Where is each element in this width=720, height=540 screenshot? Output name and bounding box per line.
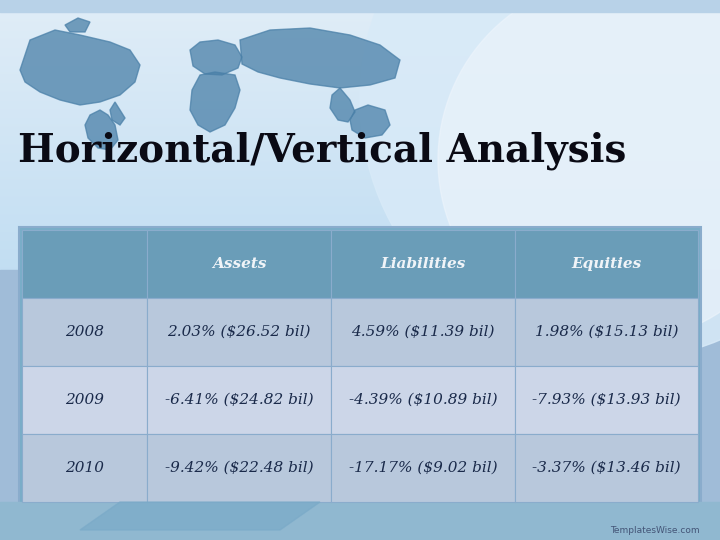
FancyBboxPatch shape bbox=[22, 434, 147, 502]
Text: -17.17% ($9.02 bil): -17.17% ($9.02 bil) bbox=[348, 461, 498, 475]
FancyBboxPatch shape bbox=[331, 366, 515, 434]
FancyBboxPatch shape bbox=[331, 230, 515, 298]
Polygon shape bbox=[240, 28, 400, 88]
Polygon shape bbox=[350, 105, 390, 138]
FancyBboxPatch shape bbox=[147, 434, 331, 502]
Circle shape bbox=[360, 0, 720, 360]
FancyBboxPatch shape bbox=[19, 227, 701, 505]
Text: 2010: 2010 bbox=[65, 461, 104, 475]
FancyBboxPatch shape bbox=[515, 230, 698, 298]
Polygon shape bbox=[20, 30, 140, 105]
Text: Equities: Equities bbox=[571, 257, 642, 271]
Circle shape bbox=[438, 0, 720, 342]
FancyBboxPatch shape bbox=[22, 230, 147, 298]
Text: Liabilities: Liabilities bbox=[380, 257, 466, 271]
FancyBboxPatch shape bbox=[515, 366, 698, 434]
Text: 2009: 2009 bbox=[65, 393, 104, 407]
FancyBboxPatch shape bbox=[515, 434, 698, 502]
Polygon shape bbox=[80, 502, 320, 530]
FancyBboxPatch shape bbox=[331, 434, 515, 502]
FancyBboxPatch shape bbox=[147, 366, 331, 434]
Polygon shape bbox=[65, 18, 90, 32]
FancyBboxPatch shape bbox=[22, 298, 147, 366]
Text: -7.93% ($13.93 bil): -7.93% ($13.93 bil) bbox=[532, 393, 680, 407]
FancyBboxPatch shape bbox=[147, 298, 331, 366]
Text: -4.39% ($10.89 bil): -4.39% ($10.89 bil) bbox=[348, 393, 498, 407]
Text: -3.37% ($13.46 bil): -3.37% ($13.46 bil) bbox=[532, 461, 680, 475]
Polygon shape bbox=[110, 102, 125, 125]
Polygon shape bbox=[190, 72, 240, 132]
Polygon shape bbox=[190, 40, 242, 75]
Text: TemplatesWise.com: TemplatesWise.com bbox=[611, 526, 700, 535]
Text: 2.03% ($26.52 bil): 2.03% ($26.52 bil) bbox=[167, 325, 311, 339]
Text: -6.41% ($24.82 bil): -6.41% ($24.82 bil) bbox=[165, 393, 313, 407]
Text: Assets: Assets bbox=[212, 257, 266, 271]
Text: 4.59% ($11.39 bil): 4.59% ($11.39 bil) bbox=[351, 325, 495, 339]
FancyBboxPatch shape bbox=[515, 298, 698, 366]
FancyBboxPatch shape bbox=[22, 366, 147, 434]
Text: Horizontal/Vertical Analysis: Horizontal/Vertical Analysis bbox=[18, 132, 626, 170]
Text: 2008: 2008 bbox=[65, 325, 104, 339]
FancyBboxPatch shape bbox=[147, 230, 331, 298]
Text: 1.98% ($15.13 bil): 1.98% ($15.13 bil) bbox=[535, 325, 678, 339]
Polygon shape bbox=[330, 88, 355, 122]
Polygon shape bbox=[85, 110, 118, 150]
FancyBboxPatch shape bbox=[331, 298, 515, 366]
Text: -9.42% ($22.48 bil): -9.42% ($22.48 bil) bbox=[165, 461, 313, 475]
